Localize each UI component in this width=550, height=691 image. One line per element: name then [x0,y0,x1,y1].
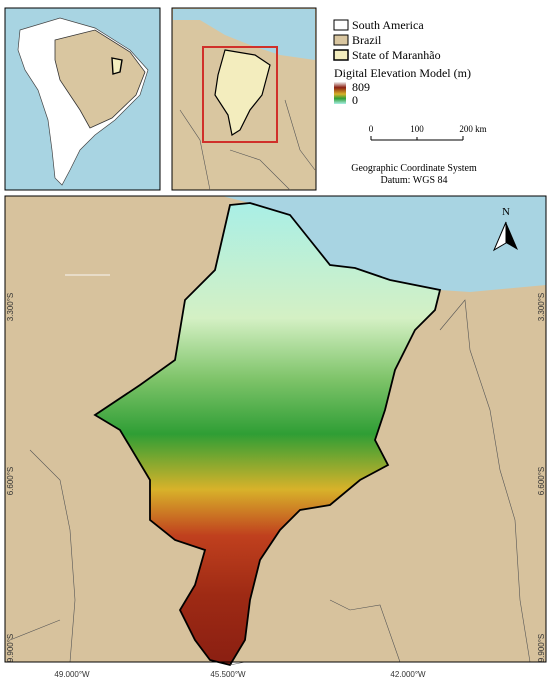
maranhao-dem [93,202,442,667]
latitude-label: 6.600°S [537,467,546,496]
legend-label: Brazil [352,33,382,47]
map-frame [4,195,547,663]
north-arrow: N [492,206,518,252]
legend-label: State of Maranhão [352,48,441,62]
borders [179,99,316,191]
maranhao [214,49,271,136]
scale-label: 100 [410,124,424,134]
latitude-label: 6.600°S [6,467,15,496]
crs-system: Geographic Coordinate System [351,163,477,174]
longitude-label: 49.000°W [54,670,90,679]
legend: South America Brazil State of Maranhão D… [333,18,471,107]
crs-datum: Datum: WGS 84 [380,175,447,186]
longitude-label: 45.500°W [210,670,246,679]
legend-label: South America [352,18,424,32]
latitude-label: 9.900°S [537,634,546,663]
latitude-label: 3.300°S [537,293,546,322]
legend-swatch [333,19,349,31]
inset-region [171,7,317,191]
ocean [173,9,315,60]
dem-min: 0 [352,93,358,107]
legend-swatch [333,34,349,46]
main-map: N [4,195,547,667]
latitude-label: 3.300°S [6,293,15,322]
scale-label: 0 [369,124,374,134]
scale-bar: 0 100 200 km [369,124,487,141]
dem-title: Digital Elevation Model (m) [334,66,471,80]
longitude-label: 42.000°W [390,670,426,679]
coordinate-labels: 3.300°S 3.300°S 6.600°S 6.600°S 9.900°S 9.900… [6,293,546,679]
brazil [54,29,146,129]
north-arrow-right [506,222,518,250]
scale-label: 200 km [459,124,486,134]
north-label: N [502,206,510,218]
ocean [222,196,546,292]
state-borders [9,299,531,666]
legend-swatch [333,49,349,61]
extent-box [202,46,278,143]
dem-ramp [334,82,346,104]
inset-south-america [4,7,161,191]
latitude-label: 9.900°S [6,634,15,663]
dem-max: 809 [352,80,370,94]
maranhao [111,57,123,75]
scale-line [370,136,464,141]
